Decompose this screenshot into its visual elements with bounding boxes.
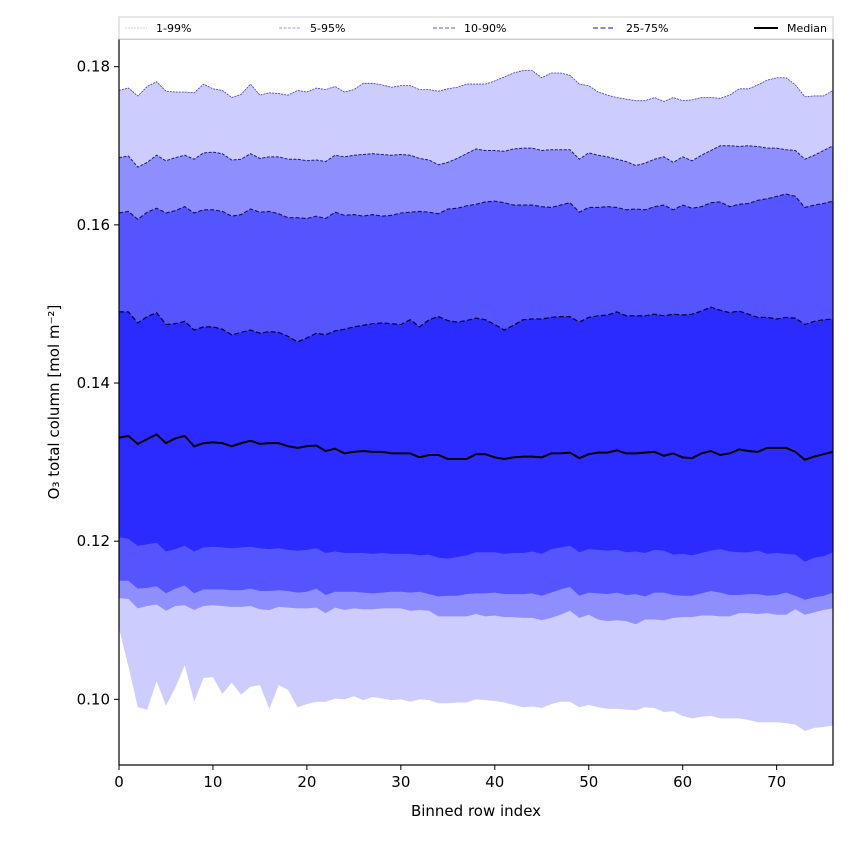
bands-layer <box>119 70 833 731</box>
line-p75 <box>119 306 833 343</box>
line-median <box>119 433 833 461</box>
legend-box <box>118 16 834 40</box>
y-tick-label: 0.14 <box>77 374 110 392</box>
line-p95 <box>119 145 833 168</box>
x-tick-label: 20 <box>297 773 316 791</box>
line-p90 <box>119 193 833 221</box>
legend-item-median: Median <box>754 22 827 35</box>
legend-label-median: Median <box>787 22 827 35</box>
legend-label-5-95: 5-95% <box>310 22 345 35</box>
legend-item-5-95: 5-95% <box>279 22 345 35</box>
y-tick-label: 0.18 <box>77 58 110 76</box>
legend-label-1-99: 1-99% <box>156 22 191 35</box>
x-tick-label: 60 <box>673 773 692 791</box>
x-axis: 0 10 20 30 40 50 60 70 <box>114 765 786 791</box>
y-axis-label: O₃ total column [mol m⁻²] <box>45 305 63 500</box>
legend: 1-99% 5-95% 10-90% 25-75% Median <box>118 16 834 40</box>
legend-item-10-90: 10-90% <box>433 22 506 35</box>
x-axis-label: Binned row index <box>411 802 541 820</box>
x-tick-label: 30 <box>391 773 410 791</box>
legend-label-10-90: 10-90% <box>464 22 506 35</box>
legend-label-25-75: 25-75% <box>626 22 668 35</box>
y-axis: 0.10 0.12 0.14 0.16 0.18 <box>77 58 119 708</box>
x-tick-label: 10 <box>203 773 222 791</box>
legend-item-1-99: 1-99% <box>125 22 191 35</box>
x-tick-label: 40 <box>485 773 504 791</box>
band-25-75 <box>119 307 833 562</box>
y-tick-label: 0.12 <box>77 532 110 550</box>
x-tick-label: 70 <box>767 773 786 791</box>
x-tick-label: 0 <box>114 773 124 791</box>
x-tick-label: 50 <box>579 773 598 791</box>
y-tick-label: 0.10 <box>77 690 110 708</box>
edges-layer <box>119 70 833 461</box>
legend-item-25-75: 25-75% <box>593 22 668 35</box>
line-p99 <box>119 70 833 102</box>
y-tick-label: 0.16 <box>77 216 110 234</box>
